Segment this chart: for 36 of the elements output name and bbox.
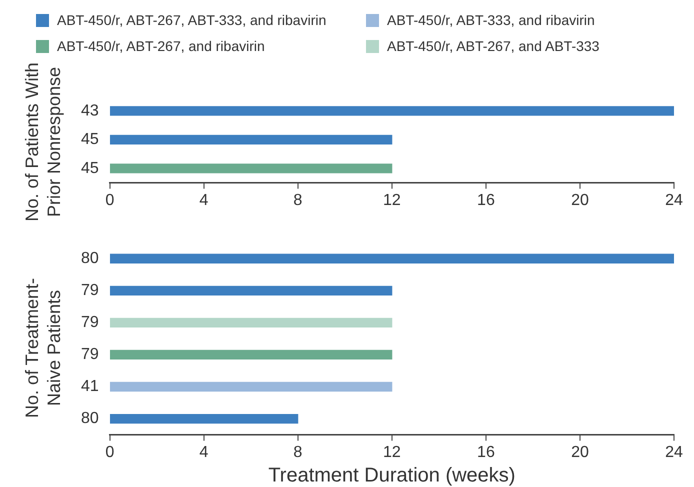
y-tick-label: 41	[81, 378, 99, 396]
bar	[110, 350, 392, 360]
y-tick-label: 79	[81, 282, 99, 300]
y-axis-title: No. of Patients With Prior Nonresponse	[21, 61, 65, 224]
x-tick-label: 4	[199, 444, 208, 461]
y-tick-label: 45	[81, 131, 99, 148]
legend-label: ABT-450/r, ABT-267, and ABT-333	[387, 38, 600, 54]
bar	[110, 382, 392, 392]
bar	[110, 318, 392, 328]
y-tick-label: 45	[81, 160, 99, 177]
y-tick-label: 80	[81, 250, 99, 268]
x-axis-title: Treatment Duration (weeks)	[268, 464, 516, 487]
y-tick-label: 79	[81, 314, 99, 332]
x-tick-label: 8	[293, 192, 302, 209]
x-tick-label: 0	[105, 444, 114, 461]
x-tick-label: 12	[383, 444, 401, 461]
x-tick-label: 16	[477, 444, 495, 461]
legend-label: ABT-450/r, ABT-333, and ribavirin	[387, 12, 595, 28]
x-tick-label: 20	[571, 444, 589, 461]
x-tick-label: 8	[293, 444, 302, 461]
x-tick-label: 24	[665, 444, 683, 461]
bar	[110, 414, 298, 424]
x-tick-label: 16	[477, 192, 495, 209]
y-tick-label: 80	[81, 410, 99, 428]
x-tick-label: 24	[665, 192, 683, 209]
x-tick-label: 20	[571, 192, 589, 209]
x-tick-label: 4	[199, 192, 208, 209]
y-axis-title: No. of Treatment-Naive Patients	[21, 276, 65, 420]
bar	[110, 286, 392, 296]
x-tick-label: 0	[105, 192, 114, 209]
legend-label: ABT-450/r, ABT-267, ABT-333, and ribavirin	[57, 12, 326, 28]
y-tick-label: 79	[81, 346, 99, 364]
y-tick-label: 43	[81, 102, 99, 120]
bar	[110, 254, 674, 264]
legend-label: ABT-450/r, ABT-267, and ribavirin	[57, 38, 265, 54]
x-tick-label: 12	[383, 192, 401, 209]
